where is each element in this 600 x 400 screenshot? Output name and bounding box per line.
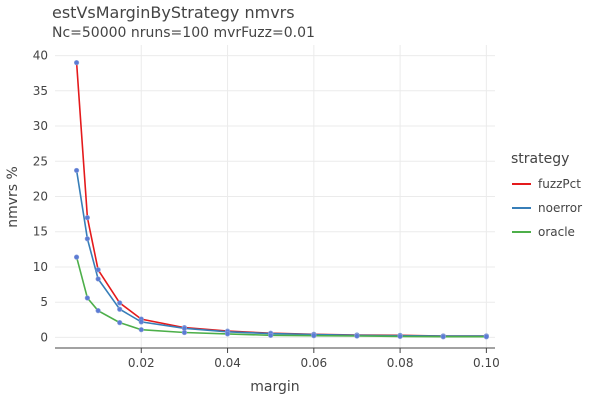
chart-title: estVsMarginByStrategy nmvrs (52, 3, 295, 22)
data-point-noerror (84, 236, 90, 242)
y-tick-label: 20 (33, 190, 48, 204)
legend: strategy fuzzPct noerror oracle (511, 151, 582, 239)
x-axis-title: margin (250, 379, 299, 395)
legend-title: strategy (511, 151, 569, 167)
data-point-fuzzPct (95, 267, 101, 273)
chart-subtitle: Nc=50000 nruns=100 mvrFuzz=0.01 (52, 25, 315, 41)
y-axis-ticks: 0 5 10 15 20 25 30 35 40 (33, 49, 48, 345)
data-point-oracle (117, 320, 123, 326)
series-line-oracle (75, 256, 487, 338)
data-point-oracle (224, 331, 231, 337)
data-point-oracle (311, 333, 317, 339)
data-point-oracle (138, 327, 144, 333)
series-markers (73, 60, 489, 340)
data-point-oracle (181, 329, 188, 336)
x-tick-label: 0.08 (387, 356, 414, 370)
data-point-oracle (73, 254, 80, 260)
legend-label-oracle: oracle (538, 225, 575, 239)
legend-label-noerror: noerror (538, 201, 582, 215)
y-axis-title: nmvrs % (5, 166, 21, 228)
x-axis-ticks: 0.02 0.04 0.06 0.08 0.10 (128, 348, 500, 370)
data-point-oracle (397, 333, 403, 339)
data-point-noerror (138, 319, 144, 325)
y-tick-label: 30 (33, 119, 48, 133)
data-point-noerror (95, 276, 101, 282)
data-point-noerror (73, 167, 80, 174)
data-point-oracle (95, 308, 101, 314)
data-point-fuzzPct (73, 60, 80, 66)
data-point-oracle (354, 333, 360, 339)
y-tick-label: 0 (40, 330, 48, 344)
series-line-fuzzPct (75, 62, 487, 337)
y-tick-label: 5 (40, 295, 48, 309)
data-point-fuzzPct (84, 215, 90, 221)
y-tick-label: 10 (33, 260, 48, 274)
series-line-noerror (75, 170, 487, 337)
y-tick-label: 40 (33, 49, 48, 63)
data-point-oracle (483, 334, 489, 340)
x-tick-label: 0.10 (473, 356, 500, 370)
x-tick-label: 0.02 (128, 356, 155, 370)
data-point-oracle (268, 332, 274, 338)
data-point-noerror (181, 325, 188, 331)
series-lines (75, 62, 487, 338)
data-point-oracle (440, 334, 446, 340)
y-tick-label: 15 (33, 225, 48, 239)
grid (55, 45, 495, 348)
y-tick-label: 25 (33, 154, 48, 168)
x-tick-label: 0.06 (300, 356, 327, 370)
data-point-oracle (84, 295, 90, 301)
y-tick-label: 35 (33, 84, 48, 98)
x-tick-label: 0.04 (214, 356, 241, 370)
legend-label-fuzzPct: fuzzPct (538, 177, 581, 191)
data-point-fuzzPct (117, 300, 123, 306)
data-point-noerror (117, 306, 123, 312)
